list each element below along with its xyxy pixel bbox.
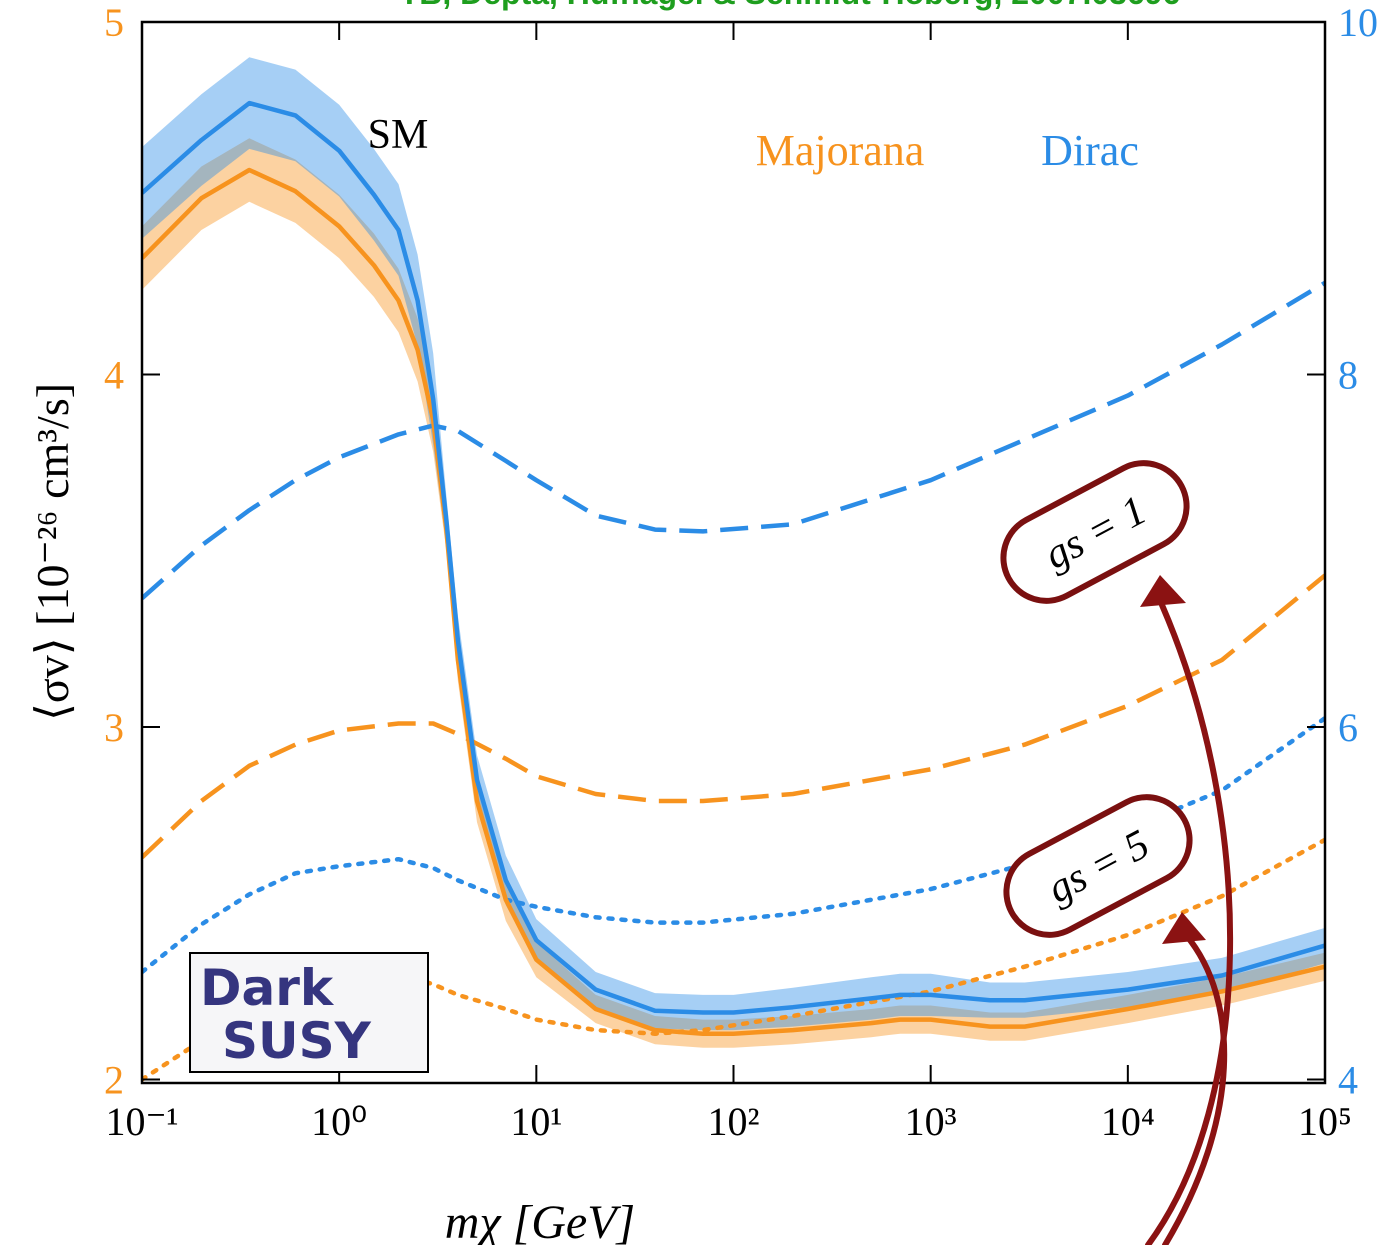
series-line — [142, 167, 1325, 1036]
arrows — [1140, 575, 1234, 1245]
arrow-head — [1162, 912, 1206, 944]
axes: 10⁻¹ 10⁰ 10¹ 10² 10³ 10⁴ 10⁵ 2 3 4 5 4 6 8 10 — [104, 0, 1378, 1144]
series-line — [142, 573, 1325, 860]
arrow — [1145, 602, 1234, 1245]
series-line — [142, 280, 1325, 600]
y2-tick-label: 8 — [1338, 352, 1358, 397]
x-tick-label: 10³ — [905, 1099, 957, 1144]
annotation: SM — [368, 112, 429, 158]
label-box — [1000, 460, 1190, 604]
x-tick-label: 10⁻¹ — [105, 1099, 178, 1144]
arrow-head — [1140, 575, 1186, 607]
label-outline — [1003, 794, 1193, 938]
chart-title: TB, Depta, Hufnagel & Schmidt-Hoberg, 20… — [400, 0, 1181, 11]
series-line — [142, 837, 1325, 1082]
y-tick-label: 5 — [104, 0, 124, 45]
annotation: Majorana — [756, 126, 925, 175]
uncertainty-band — [142, 138, 1325, 1048]
logo-text: SUSY — [222, 1012, 372, 1070]
y-tick-label: 3 — [104, 705, 124, 750]
series-line — [142, 100, 1325, 1015]
arrow — [1162, 932, 1228, 1245]
x-tick-label: 10² — [708, 1099, 760, 1144]
label-outline — [1000, 460, 1190, 604]
logo-text: Dark — [200, 959, 335, 1017]
y2-tick-label: 10 — [1338, 0, 1378, 45]
y-tick-label: 4 — [104, 352, 124, 397]
annotation: Dirac — [1041, 126, 1139, 175]
logo-box — [189, 952, 429, 1073]
label-box — [1003, 794, 1193, 938]
plot-area — [142, 57, 1325, 1082]
x-axis-label: mχ [GeV] — [445, 1196, 635, 1245]
x-tick-label: 10⁵ — [1298, 1099, 1352, 1144]
x-tick-label: 10⁰ — [311, 1099, 367, 1144]
x-tick-label: 10¹ — [510, 1099, 562, 1144]
y-axis-label: ⟨σv⟩ [10⁻²⁶ cm³/s] — [27, 383, 78, 721]
y-tick-label: 2 — [104, 1057, 124, 1102]
y2-tick-label: 6 — [1338, 705, 1358, 750]
x-tick-label: 10⁴ — [1101, 1099, 1155, 1144]
logo: Dark SUSY — [189, 952, 429, 1073]
y2-tick-label: 4 — [1338, 1057, 1358, 1102]
